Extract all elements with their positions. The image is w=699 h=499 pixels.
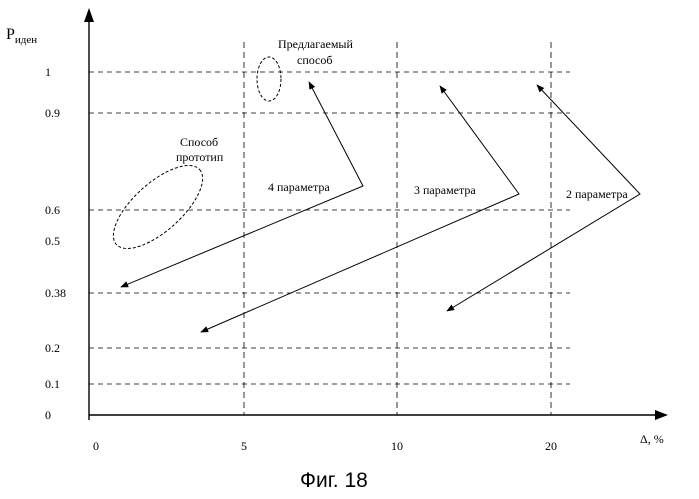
y-tick-label-3: 0.38 xyxy=(45,286,66,300)
x-tick-label-0: 0 xyxy=(93,439,99,453)
annotation-prototype-line1: Способ xyxy=(180,135,218,149)
leader-3-params xyxy=(201,86,519,332)
annotation-4-params: 4 параметра xyxy=(268,180,330,194)
proposed-ellipse xyxy=(257,57,281,101)
annotation-3-params: 3 параметра xyxy=(414,183,476,197)
y-axis-label: Pиден xyxy=(6,26,37,46)
annotation-prototype-line2: прототип xyxy=(176,150,224,164)
annotation-proposed-line2: способ xyxy=(297,53,332,67)
y-tick-label-5: 0.6 xyxy=(45,203,60,217)
x-tick-label-3: 20 xyxy=(545,439,557,453)
y-tick-label-2: 0.2 xyxy=(45,341,60,355)
grid-layer xyxy=(89,42,570,415)
figure-caption: Фиг. 18 xyxy=(300,469,368,492)
y-tick-label-4: 0.5 xyxy=(45,234,60,248)
y-axis-arrow xyxy=(84,8,94,22)
x-axis-label: Δ, % xyxy=(640,432,664,446)
tick-labels: 00.10.20.380.50.60.91051020 xyxy=(45,65,557,453)
annotation-proposed-line1: Предлагаемый xyxy=(278,37,353,51)
y-tick-label-6: 0.9 xyxy=(45,106,60,120)
annotation-2-params: 2 параметра xyxy=(566,187,628,201)
prototype-ellipse xyxy=(100,152,215,263)
x-tick-label-1: 5 xyxy=(241,439,247,453)
y-tick-label-7: 1 xyxy=(45,65,51,79)
x-tick-label-2: 10 xyxy=(391,439,403,453)
x-axis-arrow xyxy=(655,410,668,420)
y-tick-label-1: 0.1 xyxy=(45,377,60,391)
y-tick-label-0: 0 xyxy=(45,408,51,422)
